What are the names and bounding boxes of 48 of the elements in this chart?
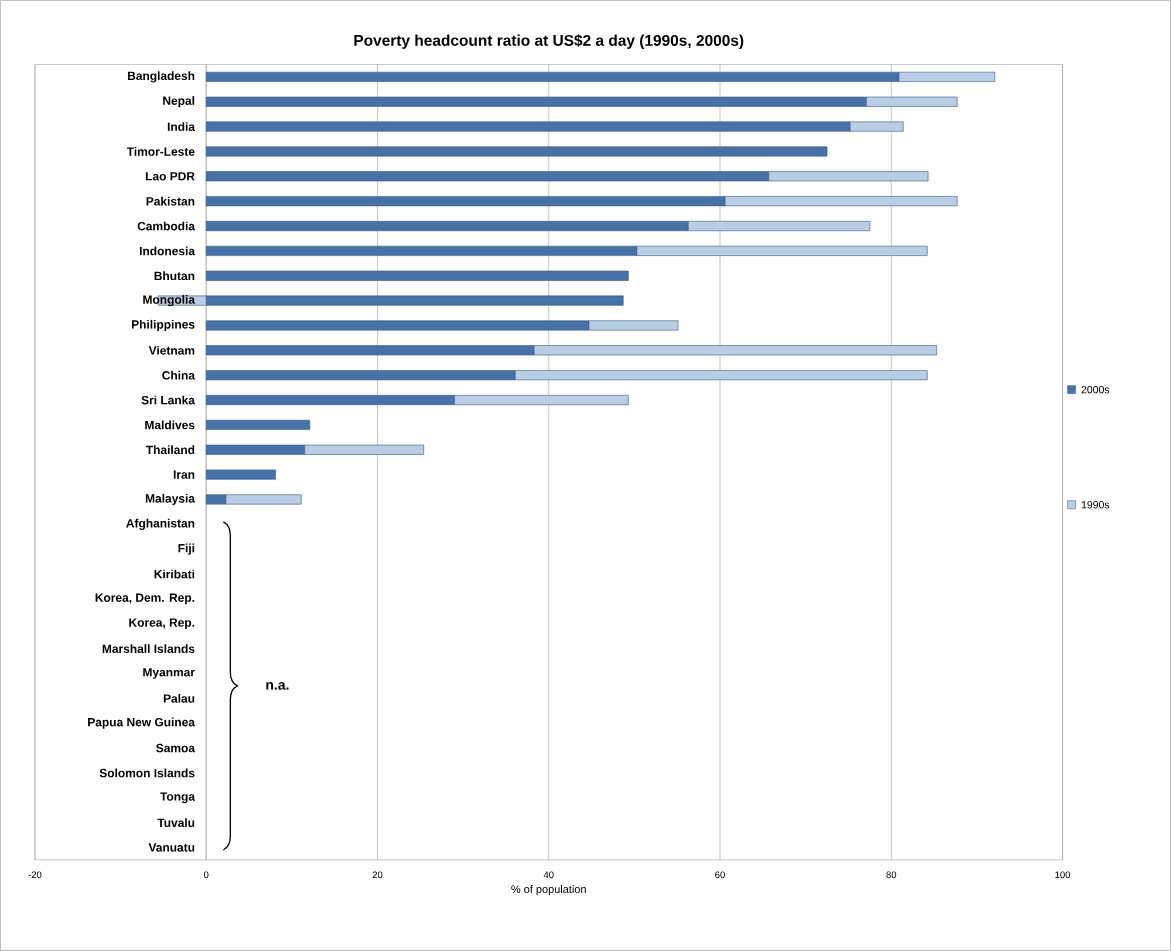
y-tick-label: Papua New Guinea bbox=[88, 717, 196, 729]
y-tick-label: Cambodia bbox=[137, 221, 196, 231]
legend-label: 2000s bbox=[1081, 385, 1110, 394]
legend-label: 1990s bbox=[1081, 501, 1110, 509]
y-tick-label: Timor-Leste bbox=[126, 147, 195, 156]
y-tick-label: Thailand bbox=[145, 445, 195, 455]
y-tick-label: China bbox=[162, 370, 196, 380]
y-tick-label: Indonesia bbox=[139, 246, 196, 256]
y-tick-label: Maldives bbox=[145, 420, 195, 430]
y-tick-label: Malaysia bbox=[145, 493, 196, 506]
x-tick-label: 80 bbox=[886, 871, 897, 879]
y-tick-label: Lao PDR bbox=[145, 172, 195, 181]
y-tick-label: Marshall Islands bbox=[102, 644, 195, 654]
y-tick-label: Vanuatu bbox=[148, 843, 195, 852]
y-tick-label: India bbox=[167, 122, 196, 132]
bar bbox=[205, 469, 276, 480]
x-tick-label: 20 bbox=[372, 871, 383, 879]
annotation: n.a. bbox=[266, 682, 289, 690]
y-tick-label: Philippines bbox=[131, 319, 195, 332]
x-axis-title: % of population bbox=[511, 885, 586, 896]
x-tick-label: 40 bbox=[543, 871, 554, 879]
y-tick-label: Nepal bbox=[163, 96, 195, 108]
y-tick-label: Bangladesh bbox=[127, 71, 195, 83]
y-tick-label: Tuvalu bbox=[157, 818, 195, 828]
y-tick-label: Korea, Dem. Rep. bbox=[95, 593, 195, 605]
y-tick-label: Afghanistan bbox=[126, 518, 195, 530]
x-tick-label: 0 bbox=[203, 871, 209, 879]
y-tick-label: Vietnam bbox=[148, 345, 195, 355]
y-tick-label: Sri Lanka bbox=[141, 395, 196, 405]
bar bbox=[205, 270, 629, 281]
chart-title: Poverty headcount ratio at US$2 a day (1990s, 2000s) bbox=[354, 34, 744, 49]
y-tick-label: Palau bbox=[163, 694, 195, 703]
x-tick-label: 100 bbox=[1055, 871, 1071, 879]
x-tick-label: -20 bbox=[28, 871, 42, 879]
y-tick-label: Samoa bbox=[156, 743, 196, 753]
y-tick-label: Korea, Rep. bbox=[129, 618, 195, 630]
y-tick-label: Fiji bbox=[178, 543, 195, 555]
y-tick-label: Solomon Islands bbox=[99, 768, 195, 778]
y-tick-label: Iran bbox=[173, 470, 195, 479]
y-tick-label: Myanmar bbox=[143, 668, 195, 679]
y-tick-label: Mongolia bbox=[143, 295, 196, 307]
y-tick-label: Bhutan bbox=[154, 271, 195, 281]
y-tick-label: Tonga bbox=[160, 792, 196, 804]
bar bbox=[205, 146, 828, 157]
bar bbox=[205, 419, 311, 430]
y-tick-label: Kiribati bbox=[154, 569, 195, 579]
x-tick-label: 60 bbox=[715, 871, 725, 879]
y-tick-label: Pakistan bbox=[146, 196, 195, 206]
